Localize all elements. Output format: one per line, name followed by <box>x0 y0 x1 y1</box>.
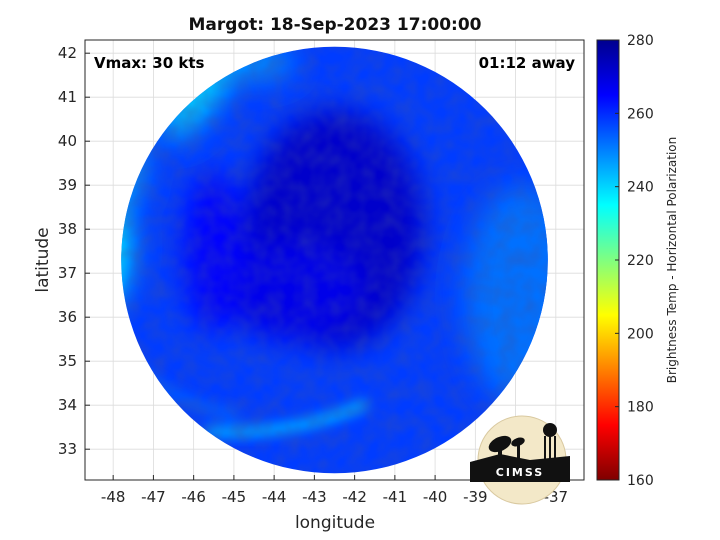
brightness-temp-field <box>121 46 548 474</box>
y-tick-label: 36 <box>58 308 77 326</box>
texture-overlay <box>121 46 548 474</box>
axes-frame <box>84 39 585 481</box>
cimss-logo: CIMSS <box>470 415 570 505</box>
x-tick-label: -43 <box>302 488 327 506</box>
y-tick-label: 33 <box>58 440 77 458</box>
colorbar-tick-label: 240 <box>627 180 654 196</box>
cimss-logo-text: CIMSS <box>496 466 544 479</box>
x-tick-label: -47 <box>141 488 166 506</box>
swath-image-group <box>121 46 548 474</box>
colorbar-title: Brightness Temp - Horizontal Polarizatio… <box>665 137 679 384</box>
chart-title: Margot: 18-Sep-2023 17:00:00 <box>189 15 482 35</box>
colorbar-tick-label: 200 <box>627 326 654 342</box>
x-tick-label: -46 <box>181 488 206 506</box>
y-tick-label: 35 <box>58 352 77 370</box>
colorbar-ticks: 160 180 200 220 240 260 280 <box>615 33 654 489</box>
colorbar-tick-label: 220 <box>627 253 654 269</box>
x-tick-label: -41 <box>383 488 408 506</box>
y-axis: 33 34 35 36 37 38 39 40 41 42 <box>58 44 90 458</box>
colorbar-tick-label: 160 <box>627 473 654 489</box>
x-tick-label: -40 <box>423 488 448 506</box>
colorbar-tick-label: 260 <box>627 106 654 122</box>
y-tick-label: 40 <box>58 132 77 150</box>
y-tick-label: 41 <box>58 88 77 106</box>
y-tick-label: 38 <box>58 220 77 238</box>
x-tick-label: -39 <box>463 488 488 506</box>
x-tick-label: -44 <box>262 488 287 506</box>
y-axis-title: latitude <box>33 227 53 292</box>
vmax-annotation: Vmax: 30 kts <box>94 54 204 72</box>
colorbar-tick-label: 180 <box>627 400 654 416</box>
y-tick-label: 42 <box>58 44 77 62</box>
colorbar: 160 180 200 220 240 260 280 Brightness Temp - … <box>596 33 679 489</box>
y-tick-label: 37 <box>58 264 77 282</box>
x-tick-label: -42 <box>342 488 367 506</box>
time-offset-annotation: 01:12 away <box>479 54 576 72</box>
y-tick-label: 39 <box>58 176 77 194</box>
x-axis-title: longitude <box>295 513 375 533</box>
x-tick-label: -45 <box>222 488 247 506</box>
colorbar-tick-label: 280 <box>627 33 654 49</box>
y-tick-label: 34 <box>58 396 77 414</box>
x-tick-label: -48 <box>101 488 126 506</box>
